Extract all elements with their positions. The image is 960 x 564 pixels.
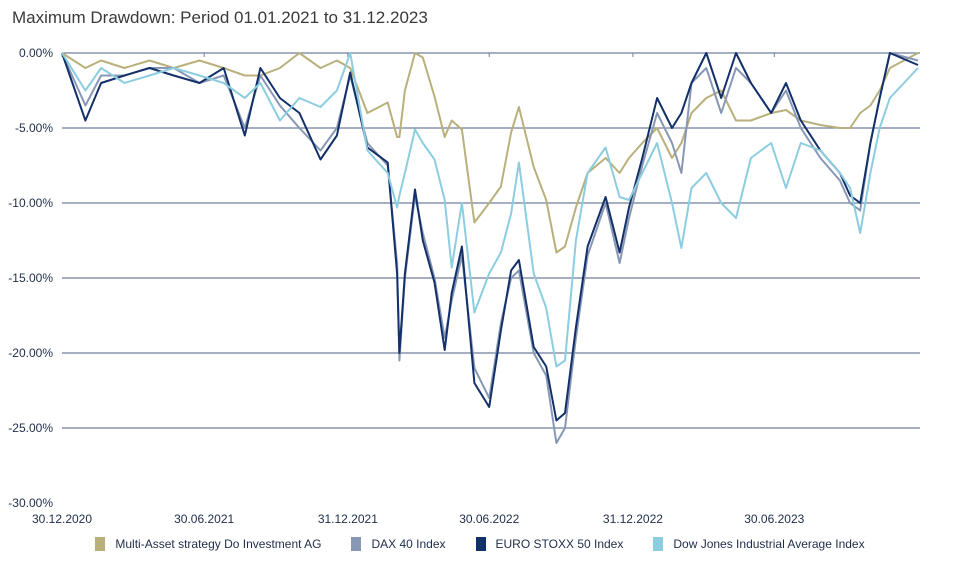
x-tick-label: 31.12.2021 [318, 512, 378, 526]
legend: Multi-Asset strategy Do Investment AG DAX… [0, 537, 960, 551]
legend-item: EURO STOXX 50 Index [475, 537, 624, 551]
legend-label: EURO STOXX 50 Index [495, 537, 624, 551]
x-tick-label: 30.12.2020 [32, 512, 92, 526]
legend-swatch [653, 537, 664, 551]
series-line-1 [61, 52, 919, 254]
series-line-4 [61, 52, 919, 368]
chart-title: Maximum Drawdown: Period 01.01.2021 to 3… [12, 8, 428, 27]
x-tick-label: 30.06.2021 [174, 512, 234, 526]
legend-swatch [351, 537, 362, 551]
y-tick-label: -20.00% [8, 346, 53, 360]
legend-swatch [475, 537, 486, 551]
y-tick-label: -30.00% [8, 496, 53, 510]
series-line-3 [61, 52, 919, 422]
legend-label: Multi-Asset strategy Do Investment AG [115, 537, 322, 551]
y-tick-label: -5.00% [15, 121, 53, 135]
y-tick-label: -15.00% [8, 271, 53, 285]
x-tick-label: 30.06.2023 [744, 512, 804, 526]
legend-item: DAX 40 Index [351, 537, 446, 551]
y-tick-label: 0.00% [19, 46, 53, 60]
y-tick-label: -10.00% [8, 196, 53, 210]
legend-label: DAX 40 Index [371, 537, 446, 551]
legend-swatch [95, 537, 106, 551]
legend-label: Dow Jones Industrial Average Index [673, 537, 865, 551]
x-tick-label: 31.12.2022 [603, 512, 663, 526]
y-tick-label: -25.00% [8, 421, 53, 435]
x-tick-label: 30.06.2022 [459, 512, 519, 526]
legend-item: Dow Jones Industrial Average Index [653, 537, 865, 551]
legend-item: Multi-Asset strategy Do Investment AG [95, 537, 321, 551]
